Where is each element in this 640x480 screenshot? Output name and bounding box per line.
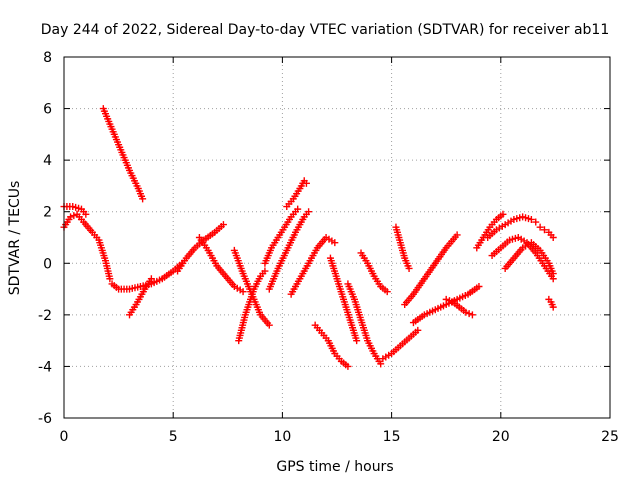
data-point [67, 213, 75, 221]
data-point [82, 210, 90, 218]
data-point [377, 360, 385, 368]
x-tick-label: 0 [60, 429, 69, 445]
y-axis-label: SDTVAR / TECUs [7, 181, 23, 296]
data-point [453, 231, 461, 239]
data-point [239, 288, 247, 296]
data-point [261, 267, 269, 275]
x-tick-label: 10 [273, 429, 291, 445]
grid-lines [64, 57, 610, 418]
track-arc-14 [311, 321, 352, 370]
data-point [465, 310, 473, 318]
x-tick-label: 15 [383, 429, 401, 445]
data-points [60, 105, 557, 370]
track-arc-12 [283, 177, 310, 211]
track-arc-11 [265, 208, 313, 293]
track-arc-22 [442, 295, 476, 319]
data-point [499, 210, 507, 218]
data-point [532, 218, 540, 226]
data-point [549, 303, 557, 311]
y-tick-label: -4 [38, 359, 52, 375]
data-point [265, 321, 273, 329]
track-arc-23 [473, 210, 507, 252]
data-point [302, 179, 310, 187]
x-tick-label: 5 [169, 429, 178, 445]
data-point [549, 270, 557, 278]
y-tick-label: -2 [38, 308, 52, 324]
track-arc-17 [357, 249, 391, 296]
data-point [383, 288, 391, 296]
track-arc-7 [195, 234, 247, 296]
y-tick-label: 0 [43, 256, 52, 272]
data-point [70, 212, 78, 220]
data-point [331, 239, 339, 247]
data-point [294, 205, 302, 213]
track-arc-15 [326, 254, 361, 345]
data-point [540, 226, 548, 234]
y-tick-label: 8 [43, 50, 52, 66]
data-point [219, 221, 227, 229]
track-arc-19 [392, 223, 413, 272]
data-point [344, 362, 352, 370]
tick-labels: 0 5 10 15 20 25 -6 -4 -2 0 2 4 6 8 [38, 50, 619, 445]
y-tick-label: 6 [43, 102, 52, 118]
y-tick-label: 4 [43, 153, 52, 169]
track-arc-13 [287, 234, 339, 298]
data-point [536, 223, 544, 231]
data-point [475, 282, 483, 290]
data-point [305, 208, 313, 216]
data-point [414, 326, 422, 334]
data-point [139, 195, 147, 203]
y-tick-label: 2 [43, 205, 52, 221]
track-arc-9 [235, 267, 269, 345]
data-point [353, 337, 361, 345]
data-point [442, 295, 450, 303]
track-arc-28 [545, 295, 557, 311]
data-point [106, 275, 114, 283]
plot-frame [63, 56, 611, 419]
chart-title: Day 244 of 2022, Sidereal Day-to-day VTE… [41, 22, 610, 38]
data-point [445, 297, 453, 305]
data-point [549, 234, 557, 241]
data-point [405, 264, 413, 272]
track-arc-18 [379, 326, 422, 363]
x-axis-label: GPS time / hours [276, 459, 393, 475]
track-arc-24 [484, 213, 540, 241]
x-tick-label: 25 [601, 429, 619, 445]
track-arc-3 [99, 105, 147, 203]
track-arc-10 [261, 205, 302, 267]
data-point [147, 275, 155, 283]
track-arc-16 [344, 280, 385, 368]
track-arc-5 [126, 275, 155, 319]
data-point [527, 215, 535, 223]
data-point [462, 308, 470, 316]
y-tick-label: -6 [38, 411, 52, 427]
track-arc-27 [536, 223, 557, 241]
data-point [468, 311, 476, 319]
track-arc-26 [501, 239, 557, 278]
x-tick-label: 20 [492, 429, 510, 445]
track-arc-20 [401, 231, 461, 309]
